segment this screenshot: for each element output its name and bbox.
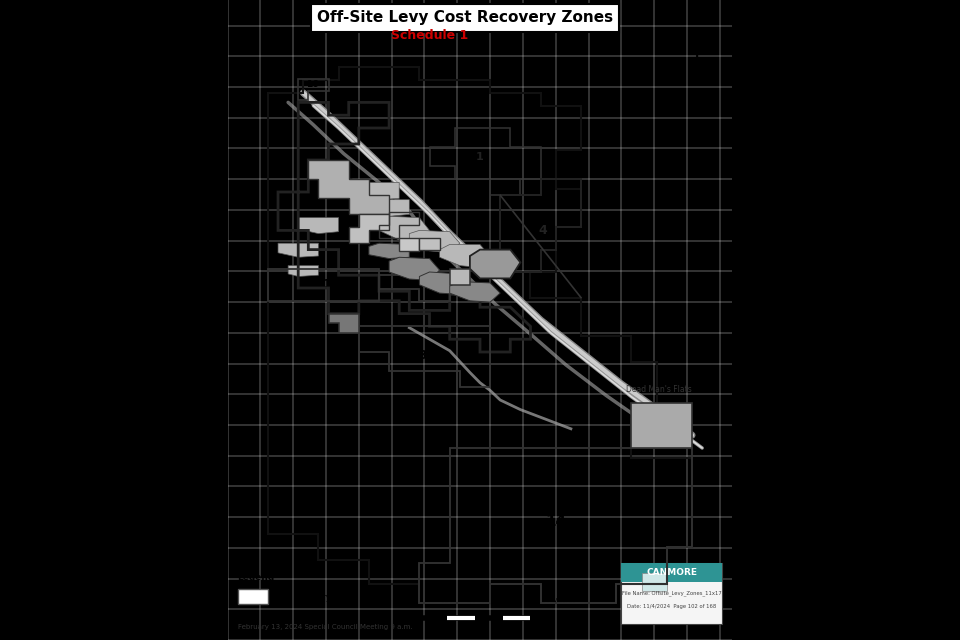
Text: 500: 500 xyxy=(441,598,454,604)
Polygon shape xyxy=(308,160,389,214)
Polygon shape xyxy=(328,314,359,333)
Bar xyxy=(621,563,722,624)
Polygon shape xyxy=(369,200,409,216)
Polygon shape xyxy=(469,250,520,278)
Text: 1,000: 1,000 xyxy=(465,598,485,604)
Text: 2,000 Metres: 2,000 Metres xyxy=(531,598,577,604)
Bar xyxy=(641,573,667,591)
Polygon shape xyxy=(440,244,491,268)
Text: Legend: Legend xyxy=(238,573,275,582)
Text: Town Boundary: Town Boundary xyxy=(272,593,330,602)
Text: 13: 13 xyxy=(411,349,428,362)
Bar xyxy=(621,563,722,582)
Polygon shape xyxy=(379,216,429,242)
Text: 10: 10 xyxy=(404,279,420,289)
Text: 11: 11 xyxy=(315,278,331,291)
Polygon shape xyxy=(278,243,319,257)
Polygon shape xyxy=(420,238,440,250)
Text: Off-Site Levy Cost Recovery Zones: Off-Site Levy Cost Recovery Zones xyxy=(317,10,612,26)
Text: February 13, 2024 Special Council Meeting 9 a.m.: February 13, 2024 Special Council Meetin… xyxy=(238,624,412,630)
Polygon shape xyxy=(449,269,469,285)
Polygon shape xyxy=(348,214,389,243)
Polygon shape xyxy=(299,218,339,234)
Text: Dead Man's Flats: Dead Man's Flats xyxy=(626,385,692,394)
Text: 0: 0 xyxy=(418,598,421,604)
Text: 8: 8 xyxy=(426,239,433,248)
Text: N: N xyxy=(692,26,703,38)
Text: 14: 14 xyxy=(545,514,566,529)
Text: 6: 6 xyxy=(366,220,372,230)
Text: 15: 15 xyxy=(661,424,677,434)
Text: 4: 4 xyxy=(539,224,547,237)
Polygon shape xyxy=(369,243,409,259)
Polygon shape xyxy=(420,272,469,294)
Text: File Name: Offsite_Levy_Zones_11x17: File Name: Offsite_Levy_Zones_11x17 xyxy=(622,591,722,596)
Text: 2: 2 xyxy=(399,217,406,227)
Polygon shape xyxy=(409,230,460,253)
Polygon shape xyxy=(449,282,500,302)
Text: 12: 12 xyxy=(337,317,349,326)
Text: 16: 16 xyxy=(306,80,319,89)
Text: 3: 3 xyxy=(490,259,497,269)
Polygon shape xyxy=(399,238,420,251)
Bar xyxy=(238,589,268,604)
Text: 7: 7 xyxy=(406,240,413,249)
Text: Date: 11/4/2024  Page 102 of 168: Date: 11/4/2024 Page 102 of 168 xyxy=(627,604,716,609)
Text: 5: 5 xyxy=(345,177,352,188)
Polygon shape xyxy=(359,182,399,200)
Polygon shape xyxy=(389,257,440,280)
Text: 9: 9 xyxy=(456,271,463,282)
Text: CANMORE: CANMORE xyxy=(646,568,697,577)
Text: 1: 1 xyxy=(476,152,484,162)
Text: Schedule 1: Schedule 1 xyxy=(391,29,468,42)
Polygon shape xyxy=(632,403,692,448)
Polygon shape xyxy=(288,266,319,276)
